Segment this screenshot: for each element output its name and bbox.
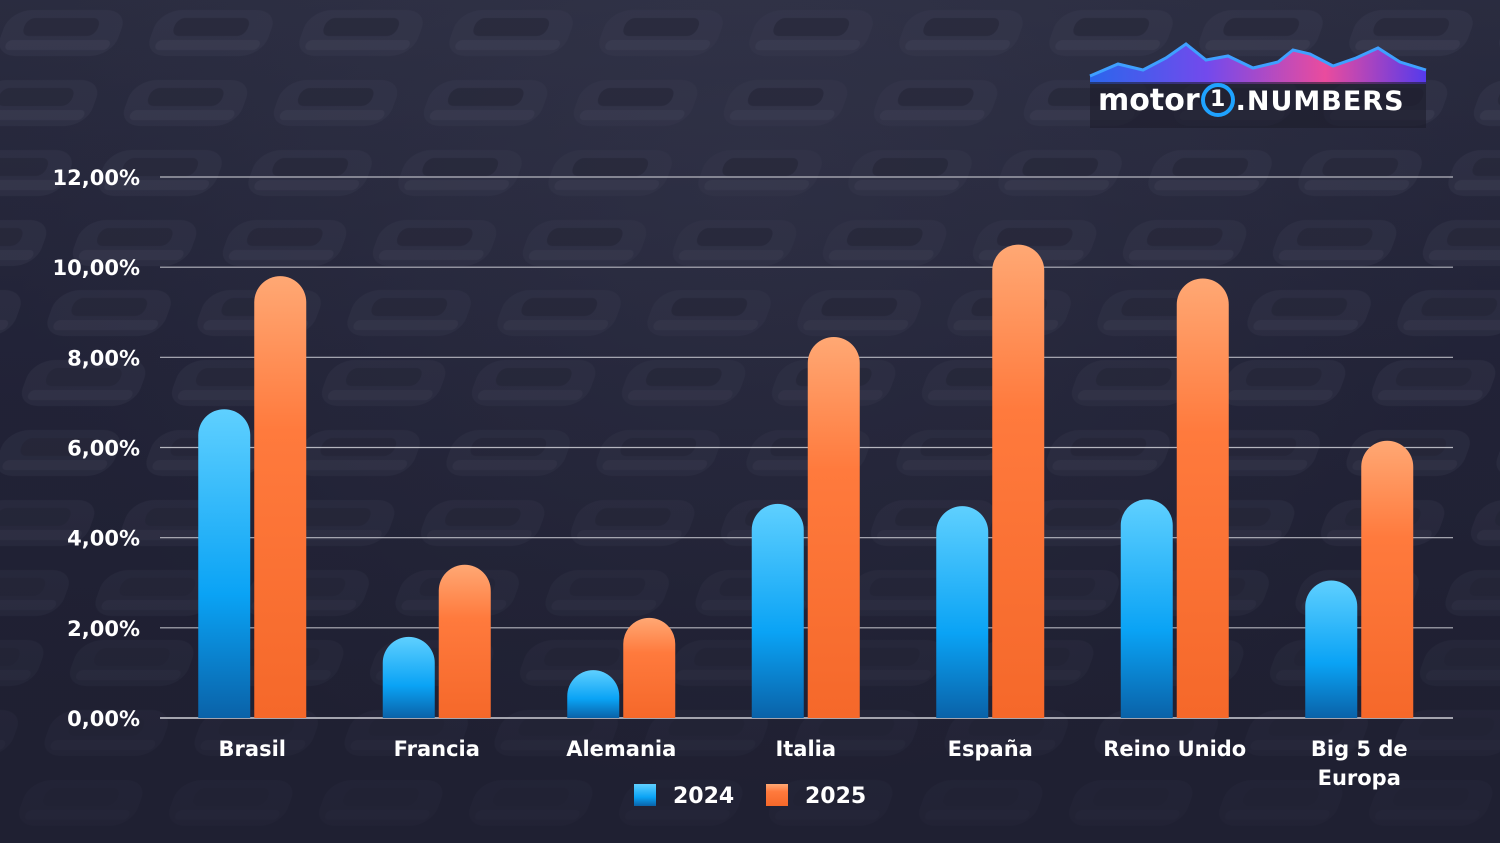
x-category-label: Alemania (566, 737, 676, 761)
y-tick-label: 6,00% (67, 437, 140, 461)
y-tick-label: 12,00% (53, 166, 140, 190)
logo-brand-text: motor (1098, 83, 1200, 118)
bar-2024-6 (1305, 580, 1358, 718)
y-tick-label: 10,00% (53, 256, 140, 280)
y-axis-tick-labels: 0,00% 2,00% 4,00% 6,00% 8,00% 10,00% 12,00% (53, 166, 140, 731)
x-category-label: Big 5 de Europa (1311, 737, 1408, 790)
y-tick-label: 0,00% (67, 707, 140, 731)
legend: 2024 2025 (634, 784, 866, 809)
x-category-label: Reino Unido (1103, 737, 1246, 761)
y-tick-label: 8,00% (67, 346, 140, 370)
gridlines (160, 176, 1453, 719)
x-category-label: Francia (394, 737, 480, 761)
logo-wordmark: motor 1 .NUMBERS (1098, 82, 1405, 119)
bar-2025-2 (623, 617, 676, 718)
logo-mountain-graphic (1089, 42, 1427, 128)
y-tick-label: 2,00% (67, 617, 140, 641)
legend-label-2025: 2025 (805, 784, 866, 809)
x-category-label: Italia (775, 737, 836, 761)
x-category-label: España (948, 737, 1033, 761)
x-axis-category-labels: Brasil Francia Alemania Italia España Reino U… (219, 737, 1408, 790)
bar-2025-3 (807, 337, 860, 718)
bar-2025-4 (992, 244, 1045, 719)
legend-swatch-2024 (634, 784, 656, 806)
bar-2025-5 (1176, 278, 1229, 718)
bars (198, 244, 1414, 719)
motor1-numbers-logo: motor 1 .NUMBERS (1088, 40, 1430, 130)
y-tick-label: 4,00% (67, 527, 140, 551)
bar-2024-4 (936, 506, 989, 718)
bar-2025-0 (254, 276, 307, 718)
x-category-label: Brasil (219, 737, 286, 761)
logo-ring: 1 (1200, 82, 1235, 117)
bar-2024-5 (1120, 499, 1173, 718)
bar-2025-1 (438, 564, 491, 718)
logo-suffix-text: .NUMBERS (1235, 86, 1405, 117)
bar-2024-3 (751, 503, 804, 718)
bar-2024-0 (198, 409, 251, 718)
legend-label-2024: 2024 (673, 784, 734, 809)
legend-swatch-2025 (766, 784, 788, 806)
bar-2024-2 (567, 670, 620, 718)
bar-2025-6 (1361, 440, 1414, 718)
bar-2024-1 (382, 636, 435, 718)
